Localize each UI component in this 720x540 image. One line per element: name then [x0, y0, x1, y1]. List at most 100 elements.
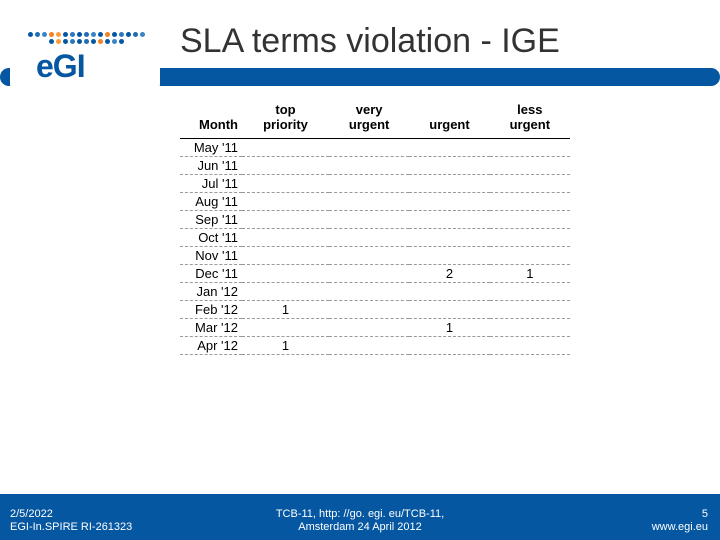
col-very-urgent: veryurgent: [329, 100, 409, 139]
halo-dot: [84, 32, 89, 37]
value-cell: [490, 337, 570, 355]
table-row: Feb '121: [180, 301, 570, 319]
halo-dot: [35, 32, 40, 37]
month-cell: Dec '11: [180, 265, 242, 283]
halo-dot: [91, 32, 96, 37]
halo-dot: [126, 32, 131, 37]
value-cell: [409, 157, 489, 175]
month-cell: Jul '11: [180, 175, 242, 193]
halo-dot: [98, 39, 103, 44]
table-row: May '11: [180, 139, 570, 157]
halo-dot: [112, 39, 117, 44]
halo-dot: [70, 39, 75, 44]
value-cell: [490, 193, 570, 211]
footer-left: 2/5/2022 EGI-In.SPIRE RI-261323: [10, 508, 132, 534]
sla-table-region: Monthtoppriorityveryurgenturgentlessurge…: [180, 100, 570, 355]
value-cell: [329, 229, 409, 247]
value-cell: [329, 139, 409, 157]
table-row: Aug '11: [180, 193, 570, 211]
value-cell: [409, 229, 489, 247]
halo-dot: [133, 32, 138, 37]
month-cell: Aug '11: [180, 193, 242, 211]
value-cell: [490, 211, 570, 229]
value-cell: [242, 193, 329, 211]
value-cell: [490, 319, 570, 337]
value-cell: [329, 157, 409, 175]
halo-dot: [112, 32, 117, 37]
value-cell: [329, 301, 409, 319]
value-cell: [329, 265, 409, 283]
footer-right: 5 www.egi.eu: [652, 508, 708, 534]
footer-project: EGI-In.SPIRE RI-261323: [10, 521, 132, 534]
halo-dot: [77, 39, 82, 44]
halo-dot: [42, 32, 47, 37]
value-cell: [409, 193, 489, 211]
value-cell: 1: [490, 265, 570, 283]
value-cell: [490, 157, 570, 175]
footer-page: 5: [652, 508, 708, 521]
halo-dot: [49, 39, 54, 44]
value-cell: [242, 229, 329, 247]
halo-dot: [105, 39, 110, 44]
value-cell: [242, 319, 329, 337]
value-cell: [490, 175, 570, 193]
month-cell: Apr '12: [180, 337, 242, 355]
table-row: Mar '121: [180, 319, 570, 337]
month-cell: Jan '12: [180, 283, 242, 301]
value-cell: [329, 337, 409, 355]
value-cell: [329, 193, 409, 211]
table-row: Oct '11: [180, 229, 570, 247]
value-cell: [409, 301, 489, 319]
value-cell: [490, 139, 570, 157]
halo-dot: [119, 39, 124, 44]
halo-dot: [49, 32, 54, 37]
col-urgent: urgent: [409, 100, 489, 139]
slide-title: SLA terms violation - IGE: [180, 22, 560, 61]
month-cell: Feb '12: [180, 301, 242, 319]
sla-table: Monthtoppriorityveryurgenturgentlessurge…: [180, 100, 570, 355]
footer-ref: TCB-11, http: //go. egi. eu/TCB-11,: [276, 508, 444, 521]
value-cell: [490, 229, 570, 247]
halo-dot: [63, 39, 68, 44]
table-row: Jul '11: [180, 175, 570, 193]
halo-dot: [84, 39, 89, 44]
value-cell: [242, 157, 329, 175]
footer-location: Amsterdam 24 April 2012: [276, 521, 444, 534]
header: eGI SLA terms violation - IGE: [0, 0, 720, 100]
halo-dot: [105, 32, 110, 37]
value-cell: [409, 175, 489, 193]
value-cell: [409, 337, 489, 355]
value-cell: [242, 265, 329, 283]
footer-date: 2/5/2022: [10, 508, 132, 521]
col-less-urgent: lessurgent: [490, 100, 570, 139]
halo-dot: [77, 32, 82, 37]
halo-dot: [56, 39, 61, 44]
value-cell: 2: [409, 265, 489, 283]
table-row: Nov '11: [180, 247, 570, 265]
table-row: Jan '12: [180, 283, 570, 301]
value-cell: [242, 139, 329, 157]
value-cell: [490, 283, 570, 301]
value-cell: [409, 283, 489, 301]
value-cell: [329, 211, 409, 229]
month-cell: Sep '11: [180, 211, 242, 229]
month-cell: Jun '11: [180, 157, 242, 175]
month-cell: Oct '11: [180, 229, 242, 247]
table-row: Jun '11: [180, 157, 570, 175]
value-cell: [242, 283, 329, 301]
value-cell: [409, 139, 489, 157]
value-cell: [242, 247, 329, 265]
value-cell: [242, 175, 329, 193]
month-cell: Mar '12: [180, 319, 242, 337]
value-cell: [490, 247, 570, 265]
halo-dot: [56, 32, 61, 37]
value-cell: [329, 247, 409, 265]
value-cell: [490, 301, 570, 319]
footer-url: www.egi.eu: [652, 521, 708, 534]
col-top-priority: toppriority: [242, 100, 329, 139]
value-cell: [329, 319, 409, 337]
halo-dot: [91, 39, 96, 44]
value-cell: [409, 211, 489, 229]
logo-text: eGI: [36, 48, 85, 85]
value-cell: [329, 283, 409, 301]
